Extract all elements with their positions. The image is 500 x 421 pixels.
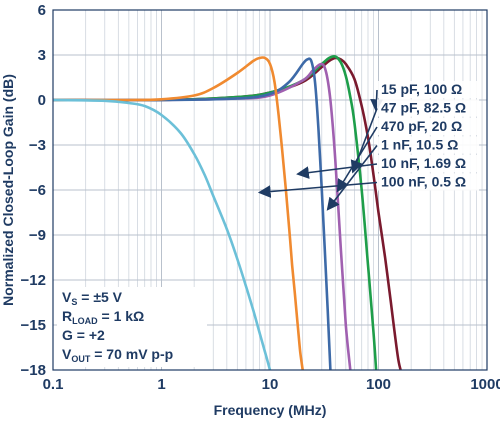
series-line	[52, 54, 378, 371]
series-line	[52, 98, 272, 371]
condition-text: VS = ±5 V	[62, 289, 123, 307]
condition-text: VOUT = 70 mV p-p	[62, 346, 173, 364]
annotation-background	[377, 99, 479, 117]
y-axis-label: Normalized Closed-Loop Gain (dB)	[0, 74, 16, 306]
y-tick-label: −3	[29, 137, 46, 154]
x-tick-label: 100	[366, 376, 391, 393]
series-annotation-label: 47 pF, 82.5 Ω	[381, 100, 466, 116]
annotation-arrow	[326, 145, 378, 211]
annotation-background	[377, 136, 479, 154]
x-tick-label: 1000	[470, 376, 500, 393]
y-tick-label: −18	[21, 362, 46, 379]
series-curves	[52, 54, 402, 371]
condition-text: G = +2	[62, 327, 105, 343]
annotation-arrow	[257, 181, 378, 198]
series-line	[52, 56, 304, 371]
y-tick-label: 3	[38, 47, 46, 64]
annotation-arrow	[350, 108, 378, 174]
y-tick-label: 0	[38, 92, 46, 109]
condition-text: RLOAD = 1 kΩ	[62, 308, 144, 326]
x-tick-label: 10	[262, 376, 279, 393]
y-tick-label: −15	[21, 317, 46, 334]
series-annotation-label: 1 nF, 10.5 Ω	[381, 137, 458, 153]
series-line	[52, 57, 332, 371]
x-tick-label: 0.1	[43, 376, 64, 393]
x-tick-label: 1	[157, 376, 165, 393]
y-tick-label: 6	[38, 2, 46, 19]
annotation-background	[377, 118, 479, 135]
y-tick-label: −12	[21, 272, 46, 289]
x-axis-label: Frequency (MHz)	[214, 402, 327, 418]
series-annotation-label: 100 nF, 0.5 Ω	[381, 174, 466, 190]
y-tick-label: −9	[29, 227, 46, 244]
annotation-arrow	[336, 126, 378, 193]
tick-labels: 0.1 1 10 100 1000 6 3 0 −3 −6 −9 −12 −15 −18	[21, 2, 500, 393]
annotation-background	[377, 173, 479, 191]
annotation-arrow	[370, 89, 383, 113]
annotation-background	[377, 81, 479, 98]
conditions-box-background	[57, 287, 207, 367]
series-annotations: 15 pF, 100 Ω 47 pF, 82.5 Ω 470 pF, 20 Ω 1 n…	[257, 81, 479, 211]
annotation-arrow	[296, 163, 378, 179]
series-annotation-label: 10 nF, 1.69 Ω	[381, 155, 466, 171]
series-annotation-label: 15 pF, 100 Ω	[381, 81, 462, 97]
series-annotation-label: 470 pF, 20 Ω	[381, 118, 462, 134]
plot-frame	[52, 9, 488, 371]
annotation-background	[377, 155, 479, 172]
y-tick-label: −6	[29, 182, 46, 199]
